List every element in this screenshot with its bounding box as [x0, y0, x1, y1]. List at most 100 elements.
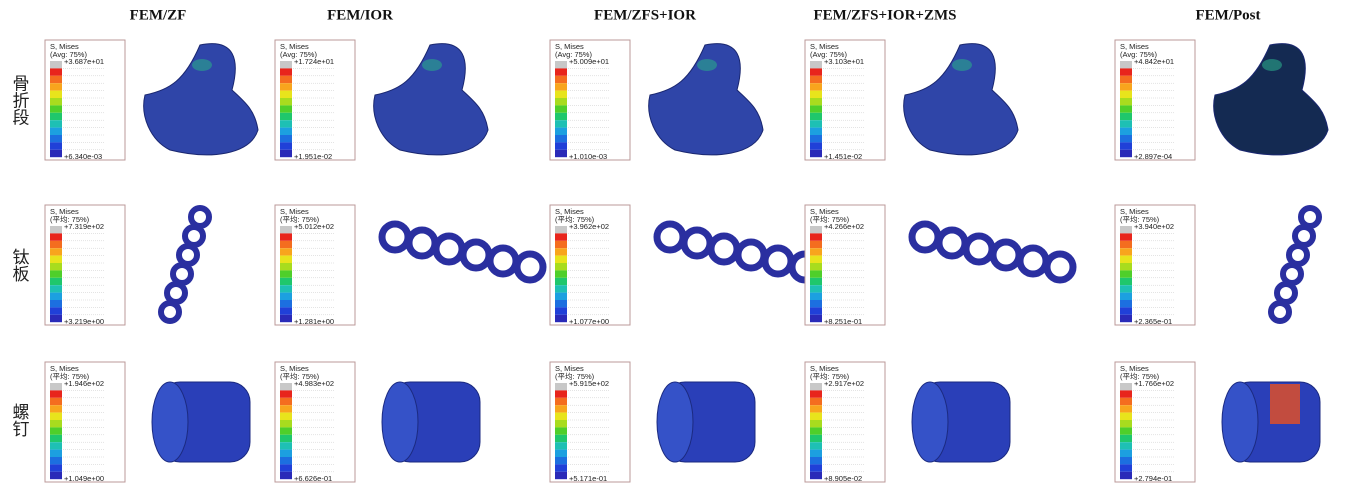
legend-swatch	[555, 278, 567, 285]
legend-swatch	[555, 420, 567, 427]
legend-swatch	[810, 293, 822, 300]
legend-swatch	[280, 278, 292, 285]
legend-swatch	[810, 113, 822, 120]
legend-swatch	[555, 390, 567, 397]
legend-swatch	[555, 68, 567, 75]
legend-swatch	[50, 413, 62, 420]
legend: S, Mises(平均: 75%)+5.915e+02+5.171e-01	[550, 362, 630, 483]
legend-swatch	[810, 263, 822, 270]
legend-swatch	[50, 150, 62, 157]
legend-swatch	[50, 248, 62, 255]
legend-swatch	[555, 256, 567, 263]
legend-swatch	[50, 300, 62, 307]
legend-swatch	[555, 76, 567, 83]
legend-swatch	[555, 226, 567, 233]
legend-swatch	[50, 105, 62, 112]
legend: S, Mises(平均: 75%)+1.946e+02+1.049e+00	[45, 362, 125, 483]
plate-ring	[684, 230, 710, 256]
legend-swatch	[555, 450, 567, 457]
legend: S, Mises(平均: 75%)+1.766e+02+2.794e-01	[1115, 362, 1195, 483]
legend-swatch	[555, 91, 567, 98]
legend-swatch	[555, 442, 567, 449]
page: {"columns": [{"title": "FEM/ZF"}, {"titl…	[0, 0, 1352, 484]
stress-band	[1270, 384, 1300, 424]
legend-max: +5.009e+01	[569, 57, 609, 66]
screw-end	[912, 382, 948, 462]
legend-swatch	[810, 285, 822, 292]
legend-swatch	[1120, 76, 1132, 83]
plate-ring	[1301, 208, 1319, 226]
legend-swatch	[50, 472, 62, 479]
legend-swatch	[280, 128, 292, 135]
plate-ring	[185, 227, 203, 245]
legend-swatch	[555, 457, 567, 464]
legend-swatch	[50, 233, 62, 240]
plate-ring	[1277, 284, 1295, 302]
legend-swatch	[1120, 293, 1132, 300]
legend-swatch	[50, 120, 62, 127]
legend-min: +1.951e-02	[294, 152, 332, 161]
column-title: FEM/ZFS+IOR	[594, 7, 696, 23]
legend-swatch	[555, 61, 567, 68]
legend-swatch	[810, 472, 822, 479]
legend-swatch	[1120, 390, 1132, 397]
legend-swatch	[280, 420, 292, 427]
stress-spot	[1262, 59, 1282, 71]
legend-swatch	[50, 91, 62, 98]
legend-swatch	[50, 383, 62, 390]
legend-swatch	[555, 83, 567, 90]
legend-min: +2.794e-01	[1134, 474, 1172, 483]
stress-spot	[697, 59, 717, 71]
legend-swatch	[280, 135, 292, 142]
legend-swatch	[50, 390, 62, 397]
legend-swatch	[1120, 150, 1132, 157]
legend-max: +5.915e+02	[569, 379, 609, 388]
legend-swatch	[555, 270, 567, 277]
legend-swatch	[1120, 241, 1132, 248]
legend-swatch	[555, 248, 567, 255]
legend-swatch	[555, 135, 567, 142]
legend-swatch	[555, 464, 567, 471]
legend-swatch	[1120, 383, 1132, 390]
legend-min: +8.905e-02	[824, 474, 862, 483]
legend-swatch	[280, 270, 292, 277]
row-label: 钛板	[9, 248, 30, 282]
column-title: FEM/IOR	[327, 7, 393, 23]
column-title: FEM/Post	[1196, 7, 1261, 23]
legend: S, Mises(平均: 75%)+4.983e+02+6.626e-01	[275, 362, 355, 483]
legend-swatch	[1120, 285, 1132, 292]
legend-swatch	[555, 241, 567, 248]
legend-swatch	[555, 435, 567, 442]
legend-swatch	[280, 226, 292, 233]
legend-swatch	[555, 307, 567, 314]
legend-swatch	[555, 285, 567, 292]
screw-end	[1222, 382, 1258, 462]
plate-ring	[939, 230, 965, 256]
legend-swatch	[1120, 450, 1132, 457]
legend-swatch	[280, 442, 292, 449]
legend-swatch	[280, 98, 292, 105]
legend-swatch	[1120, 226, 1132, 233]
legend-max: +3.962e+02	[569, 222, 609, 231]
legend-swatch	[280, 263, 292, 270]
legend-swatch	[1120, 233, 1132, 240]
legend-min: +2.897e-04	[1134, 152, 1172, 161]
legend-swatch	[50, 61, 62, 68]
legend-swatch	[1120, 256, 1132, 263]
plate-ring	[490, 248, 516, 274]
legend-swatch	[50, 398, 62, 405]
legend-min: +3.219e+00	[64, 317, 104, 326]
legend-swatch	[280, 142, 292, 149]
legend-swatch	[810, 315, 822, 322]
plate-ring	[657, 224, 683, 250]
plate-ring	[966, 236, 992, 262]
legend: S, Mises(平均: 75%)+3.962e+02+1.077e+00	[550, 205, 630, 326]
plate-ring	[436, 236, 462, 262]
stress-spot	[952, 59, 972, 71]
legend-swatch	[555, 293, 567, 300]
legend-swatch	[280, 307, 292, 314]
legend-min: +1.451e-02	[824, 152, 862, 161]
legend-swatch	[555, 427, 567, 434]
legend-swatch	[810, 457, 822, 464]
legend-swatch	[810, 83, 822, 90]
